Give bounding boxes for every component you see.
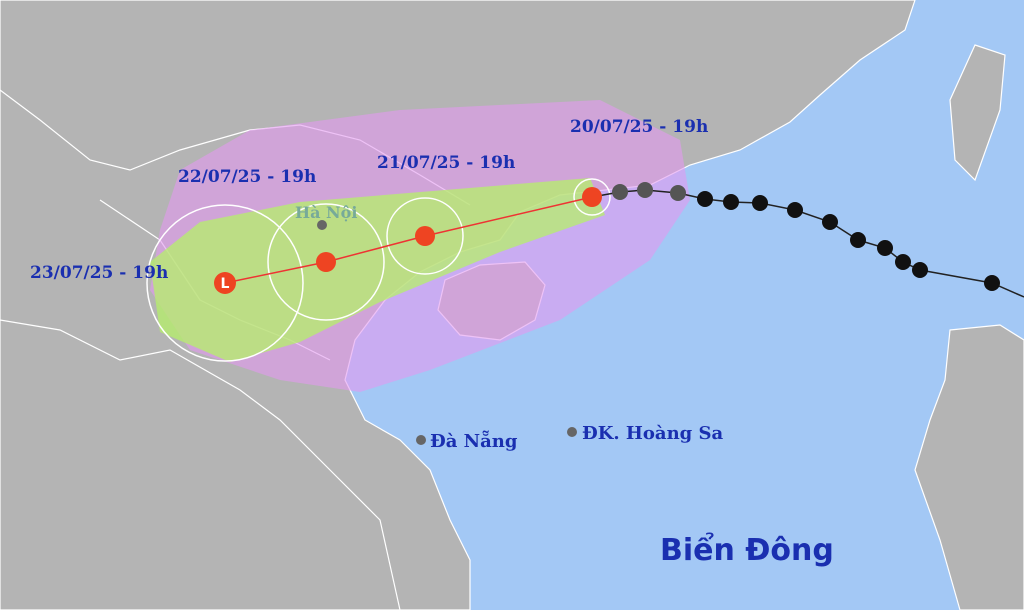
storm-symbol [850,232,866,248]
storm-symbol [670,185,686,201]
philippines [914,324,1024,610]
storm-symbol [912,262,928,278]
taiwan [949,44,1006,182]
forecast-label: 22/07/25 - 19h [178,167,316,187]
place-label: ĐK. Hoàng Sa [582,423,724,444]
storm-symbol [877,240,893,256]
storm-symbol [895,254,911,270]
storm-symbol [697,191,713,207]
storm-symbol [984,275,1000,291]
storm-symbol [752,195,768,211]
city-dot [317,220,327,230]
storm-symbol [637,182,653,198]
forecast-storm-symbols [214,187,602,294]
forecast-label: 21/07/25 - 19h [377,153,515,173]
forecast-cone [150,178,605,362]
forecast-label: 20/07/25 - 19h [570,117,708,137]
forecast-track [224,196,593,284]
wind-circles [146,178,611,362]
sea-label: Biển Đông [660,532,834,568]
city-dot [416,435,426,445]
storm-symbol [822,214,838,230]
storm-symbol [723,194,739,210]
low-symbol: L [221,276,230,292]
place-label: Hà Nội [295,203,357,222]
place-label: Đà Nẵng [430,429,518,452]
city-dot [567,427,577,437]
storm-symbol [612,184,628,200]
storm-symbol [787,202,803,218]
past-storm-symbols [612,182,1000,291]
forecast-label: 23/07/25 - 19h [30,263,168,283]
